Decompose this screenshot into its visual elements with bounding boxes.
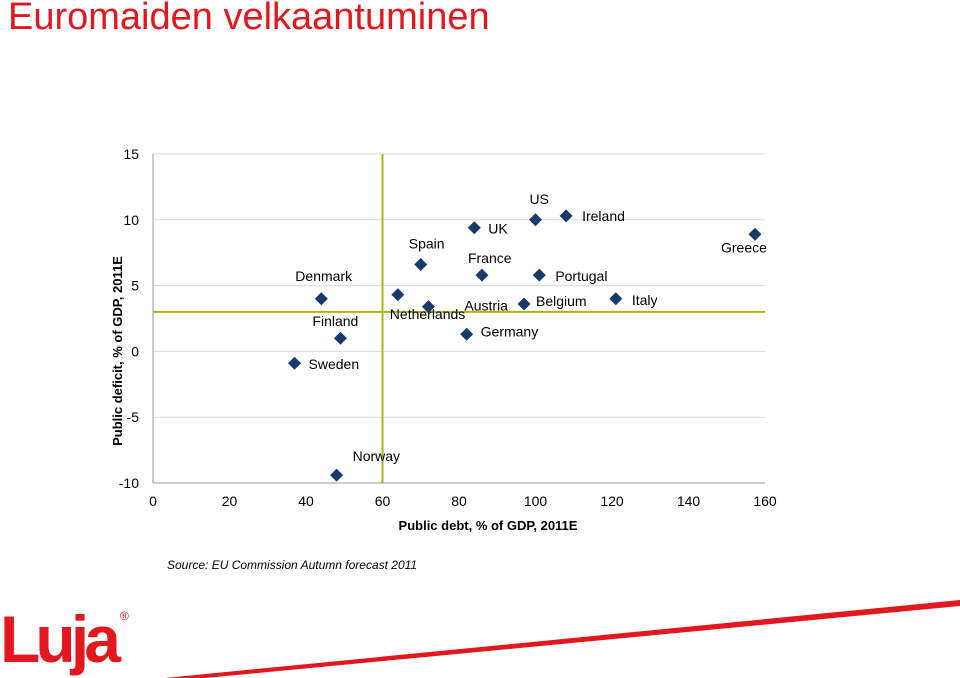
data-point (330, 468, 344, 482)
x-tick-label: 80 (451, 493, 467, 509)
logo-registered: ® (120, 609, 129, 623)
point-label: Norway (353, 448, 400, 464)
x-tick-label: 40 (298, 493, 314, 509)
y-tick-label: -10 (119, 475, 139, 491)
point-label: Finland (312, 313, 358, 329)
data-point (314, 292, 328, 306)
x-tick-label: 120 (600, 493, 624, 509)
point-label: UK (488, 221, 508, 237)
point-label: Netherlands (390, 306, 466, 322)
point-label: Spain (409, 236, 445, 252)
x-tick-labels: 0 20 40 60 80 100 120 140 160 (149, 493, 777, 509)
point-label: Greece (721, 239, 767, 255)
point-label: Denmark (295, 268, 353, 284)
luja-logo: Luja ® (0, 600, 960, 678)
x-tick-label: 100 (524, 493, 548, 509)
page-title: Euromaiden velkaantuminen (8, 0, 490, 38)
data-point (532, 268, 546, 282)
point-label: Ireland (582, 208, 625, 224)
axes (152, 154, 765, 484)
x-tick-label: 20 (222, 493, 238, 509)
reference-lines (153, 154, 765, 483)
data-point (559, 209, 573, 223)
data-point (475, 268, 489, 282)
data-point (288, 356, 302, 370)
point-label: Germany (481, 323, 539, 339)
point-label: US (530, 191, 549, 207)
x-tick-label: 140 (677, 493, 701, 509)
point-labels: Norway Sweden Finland Denmark Spain AustriaNe… (295, 191, 767, 464)
data-point (460, 327, 474, 341)
logo-swoosh (165, 600, 960, 678)
x-axis-label: Public debt, % of GDP, 2011E (399, 518, 578, 533)
x-tick-label: 60 (375, 493, 391, 509)
data-point (391, 288, 405, 302)
data-point (421, 300, 435, 314)
logo-text: Luja (0, 602, 122, 676)
data-point (529, 213, 542, 227)
data-point (467, 221, 481, 235)
point-label: France (468, 250, 512, 266)
point-label: Belgium (536, 293, 587, 309)
point-label: Italy (632, 292, 658, 308)
y-axis-label: Public deficit, % of GDP, 2011E (110, 256, 125, 446)
y-tick-label: 10 (123, 212, 139, 228)
data-point (748, 227, 762, 241)
point-label: Sweden (309, 356, 360, 372)
x-tick-label: 160 (753, 493, 777, 509)
x-tick-label: 0 (149, 493, 157, 509)
y-tick-label: 15 (123, 146, 139, 162)
y-tick-label: 0 (131, 343, 139, 359)
data-point (609, 292, 623, 306)
data-point (333, 331, 347, 345)
data-point (517, 297, 531, 311)
point-label: Portugal (555, 268, 607, 284)
y-tick-labels: -10 -5 0 5 10 15 (119, 146, 139, 491)
data-points (288, 209, 762, 482)
data-point (414, 258, 428, 272)
y-tick-label: -5 (127, 409, 140, 425)
point-label: Austria (464, 298, 508, 314)
source-note: Source: EU Commission Autumn forecast 20… (167, 558, 418, 572)
y-tick-label: 5 (131, 278, 139, 294)
